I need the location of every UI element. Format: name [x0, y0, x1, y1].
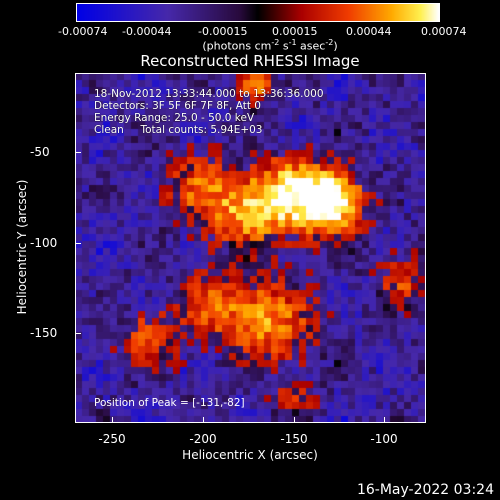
colorbar-tick: 0.00015 [272, 25, 318, 38]
y-tick-label: -150 [30, 326, 58, 340]
colorbar-tick: 0.00044 [346, 25, 392, 38]
x-tick-label: -100 [370, 432, 398, 446]
colorbar-tick: 0.00074 [421, 25, 467, 38]
info-time-range: 18-Nov-2012 13:33:44.000 to 13:36:36.000 [94, 88, 324, 100]
y-tick-label: -100 [30, 236, 58, 250]
colorbar-tick: -0.00015 [198, 25, 248, 38]
y-tick-label: -50 [30, 145, 50, 159]
info-energy-range: Energy Range: 25.0 - 50.0 keV [94, 112, 255, 124]
x-axis-label: Heliocentric X (arcsec) [182, 448, 318, 462]
colorbar-tick: -0.00074 [58, 25, 108, 38]
info-method-counts: Clean Total counts: 5.94E+03 [94, 124, 263, 136]
x-tickmark [294, 417, 295, 423]
plot-frame [75, 73, 426, 423]
map-canvas [75, 73, 426, 423]
x-tickmark [384, 417, 385, 423]
y-axis-label: Heliocentric Y (arcsec) [15, 179, 29, 315]
info-detectors: Detectors: 3F 5F 6F 7F 8F, Att 0 [94, 100, 261, 112]
y-tickmark [75, 333, 81, 334]
colorbar [76, 3, 440, 22]
x-tickmark [112, 417, 113, 423]
colorbar-unit-label: (photons cm-2 s-1 asec-2) [202, 38, 338, 53]
rhessi-image-map [75, 73, 426, 423]
footer-date: 16-May-2022 03:24 [356, 482, 494, 498]
x-tick-label: -150 [280, 432, 308, 446]
image-title: Reconstructed RHESSI Image [140, 52, 360, 70]
x-tickmark [203, 417, 204, 423]
x-tick-label: -200 [189, 432, 217, 446]
y-tickmark [75, 152, 81, 153]
y-tickmark [75, 243, 81, 244]
x-tick-label: -250 [98, 432, 126, 446]
peak-position-label: Position of Peak = [-131,-82] [94, 397, 245, 409]
colorbar-tick: -0.00044 [122, 25, 172, 38]
